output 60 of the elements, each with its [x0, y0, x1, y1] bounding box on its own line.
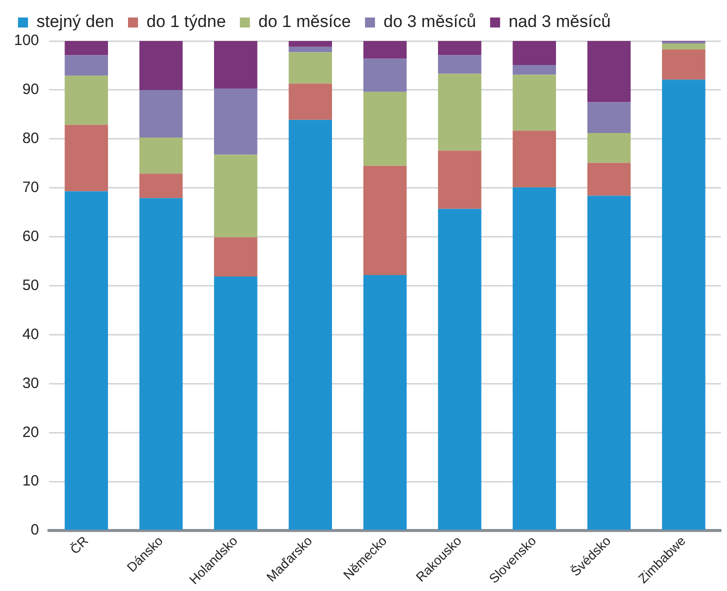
- y-tick-label: 50: [22, 276, 40, 294]
- bar: [587, 162, 631, 196]
- legend-label: do 1 měsíce: [258, 12, 351, 32]
- bar: [64, 55, 108, 76]
- bar: [587, 133, 631, 163]
- bar: [587, 102, 631, 134]
- bar: [139, 198, 183, 530]
- x-tick-label: ČR: [67, 533, 92, 557]
- bar: [363, 92, 407, 166]
- bar: [214, 237, 258, 276]
- bar: [363, 275, 407, 530]
- y-tick-label: 30: [22, 374, 40, 392]
- legend-label: do 3 měsíců: [383, 12, 476, 32]
- y-tick-label: 10: [22, 472, 40, 490]
- legend-label: stejný den: [36, 12, 114, 32]
- bar: [64, 191, 108, 530]
- bar: [512, 187, 556, 530]
- y-tick-label: 70: [22, 179, 40, 196]
- bar: [214, 154, 258, 238]
- bar: [64, 124, 108, 192]
- bar: [363, 166, 407, 275]
- y-tick-label: 90: [22, 81, 40, 98]
- bar: [363, 58, 407, 92]
- bar: [214, 276, 258, 530]
- y-tick-label: 100: [14, 32, 40, 50]
- bar: [288, 41, 332, 47]
- bar: [512, 130, 556, 188]
- bar: [512, 74, 556, 131]
- bar: [288, 46, 332, 52]
- y-tick-label: 20: [22, 424, 40, 441]
- bar: [64, 76, 108, 125]
- legend-label: nad 3 měsíců: [508, 12, 611, 32]
- y-tick-label: 60: [22, 228, 40, 245]
- bar: [587, 196, 631, 530]
- y-tick-label: 40: [22, 326, 40, 343]
- bar: [214, 88, 258, 155]
- bar: [662, 49, 706, 80]
- bar: [438, 55, 482, 74]
- bar: [363, 41, 407, 59]
- bar: [512, 41, 556, 65]
- y-tick-label: 0: [30, 522, 40, 539]
- bar: [438, 41, 482, 56]
- bar: [662, 43, 706, 50]
- bar: [512, 64, 556, 75]
- bar: [288, 52, 332, 84]
- bar: [662, 80, 706, 530]
- bar: [288, 120, 332, 530]
- bar: [214, 41, 258, 88]
- bar: [438, 74, 482, 151]
- bar: [438, 150, 482, 209]
- bar: [139, 137, 183, 174]
- bar: [587, 41, 631, 102]
- bar: [139, 41, 183, 90]
- bar: [438, 208, 482, 530]
- legend-label: do 1 týdne: [146, 12, 226, 32]
- y-tick-label: 80: [22, 130, 40, 148]
- bar: [64, 41, 108, 56]
- bar: [139, 90, 183, 138]
- bar: [288, 84, 332, 120]
- bar: [139, 174, 183, 198]
